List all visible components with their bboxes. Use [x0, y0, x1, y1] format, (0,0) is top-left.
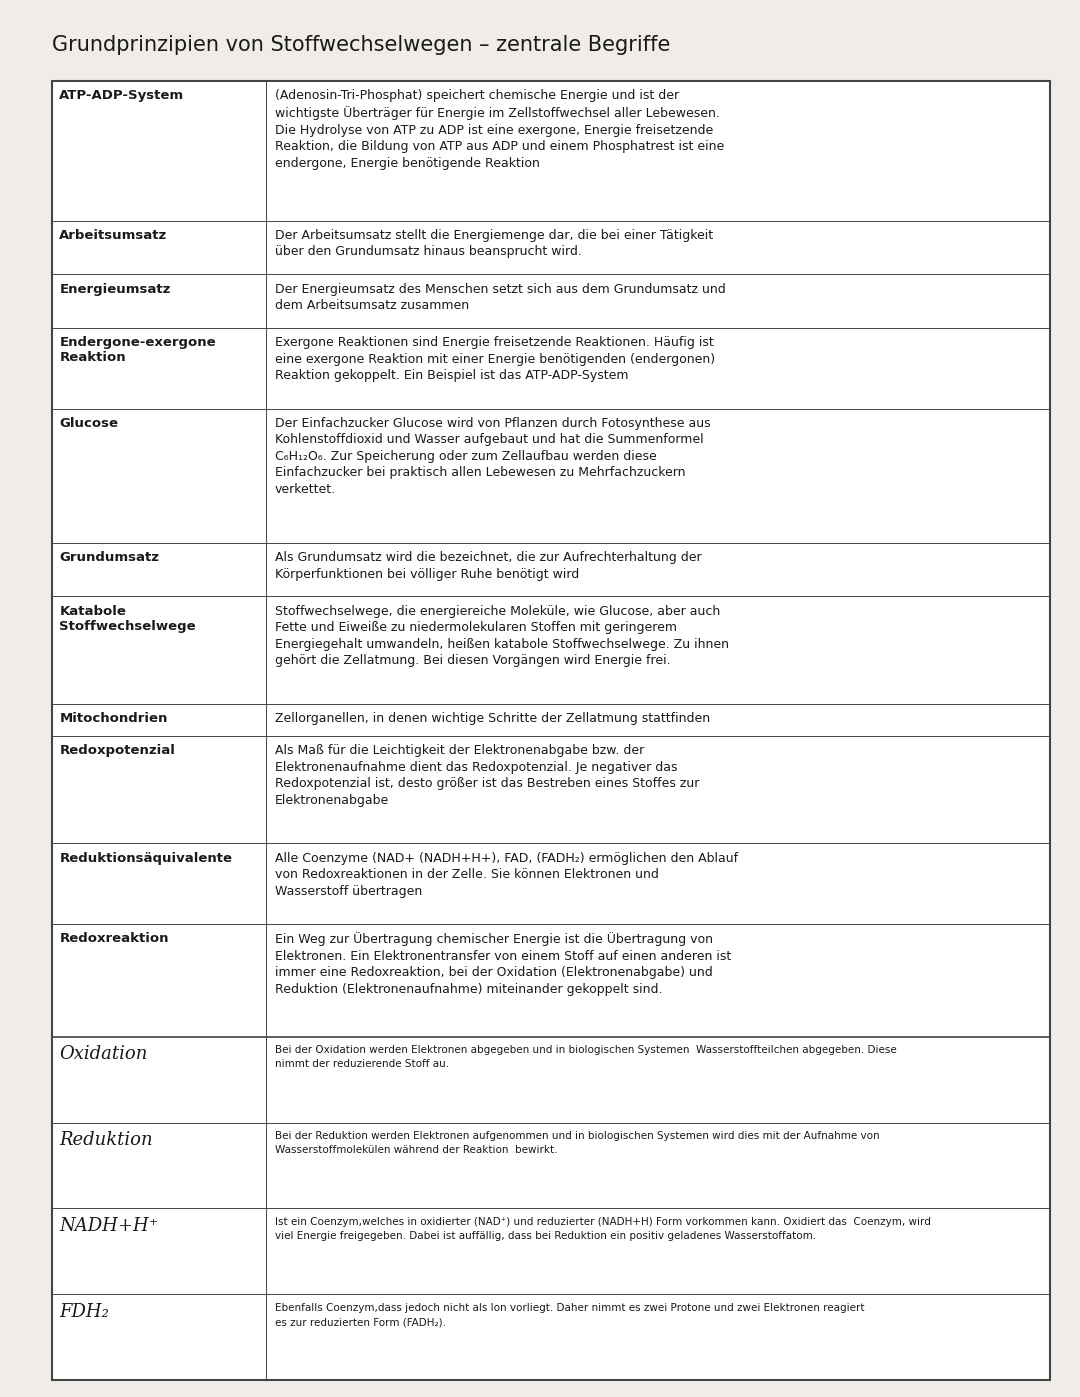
Text: Grundprinzipien von Stoffwechselwegen – zentrale Begriffe: Grundprinzipien von Stoffwechselwegen – … — [52, 35, 671, 54]
Text: Redoxpotenzial: Redoxpotenzial — [59, 745, 175, 757]
Text: Als Maß für die Leichtigkeit der Elektronenabgabe bzw. der
Elektronenaufnahme di: Als Maß für die Leichtigkeit der Elektro… — [275, 745, 700, 807]
Text: FDH₂: FDH₂ — [59, 1303, 109, 1320]
Text: Exergone Reaktionen sind Energie freisetzende Reaktionen. Häufig ist
eine exergo: Exergone Reaktionen sind Energie freiset… — [275, 337, 715, 383]
Text: Zellorganellen, in denen wichtige Schritte der Zellatmung stattfinden: Zellorganellen, in denen wichtige Schrit… — [275, 712, 711, 725]
Text: Bei der Reduktion werden Elektronen aufgenommen und in biologischen Systemen wir: Bei der Reduktion werden Elektronen aufg… — [275, 1132, 879, 1155]
Text: Glucose: Glucose — [59, 416, 119, 430]
Text: ATP-ADP-System: ATP-ADP-System — [59, 89, 185, 102]
Text: Katabole
Stoffwechselwege: Katabole Stoffwechselwege — [59, 605, 197, 633]
Text: Reduktion: Reduktion — [59, 1132, 153, 1148]
Text: NADH+H⁺: NADH+H⁺ — [59, 1217, 159, 1235]
Text: Bei der Oxidation werden Elektronen abgegeben und in biologischen Systemen  Wass: Bei der Oxidation werden Elektronen abge… — [275, 1045, 896, 1070]
Text: Stoffwechselwege, die energiereiche Moleküle, wie Glucose, aber auch
Fette und E: Stoffwechselwege, die energiereiche Mole… — [275, 605, 729, 668]
Text: Arbeitsumsatz: Arbeitsumsatz — [59, 229, 167, 242]
Text: Redoxreaktion: Redoxreaktion — [59, 932, 168, 946]
Text: Als Grundumsatz wird die bezeichnet, die zur Aufrechterhaltung der
Körperfunktio: Als Grundumsatz wird die bezeichnet, die… — [275, 550, 702, 581]
Text: Ist ein Coenzym,welches in oxidierter (NAD⁺) und reduzierter (NADH+H) Form vorko: Ist ein Coenzym,welches in oxidierter (N… — [275, 1217, 931, 1241]
Text: Reduktionsäquivalente: Reduktionsäquivalente — [59, 852, 232, 865]
Text: Mitochondrien: Mitochondrien — [59, 712, 167, 725]
Text: Der Energieumsatz des Menschen setzt sich aus dem Grundumsatz und
dem Arbeitsums: Der Energieumsatz des Menschen setzt sic… — [275, 282, 726, 312]
Text: Der Arbeitsumsatz stellt die Energiemenge dar, die bei einer Tätigkeit
über den : Der Arbeitsumsatz stellt die Energiemeng… — [275, 229, 713, 258]
Text: Grundumsatz: Grundumsatz — [59, 550, 160, 564]
Text: Ebenfalls Coenzym,dass jedoch nicht als Ion vorliegt. Daher nimmt es zwei Proton: Ebenfalls Coenzym,dass jedoch nicht als … — [275, 1303, 864, 1327]
Text: Oxidation: Oxidation — [59, 1045, 148, 1063]
Text: Alle Coenzyme (NAD+ (NADH+H+), FAD, (FADH₂) ermöglichen den Ablauf
von Redoxreak: Alle Coenzyme (NAD+ (NADH+H+), FAD, (FAD… — [275, 852, 738, 898]
Text: Energieumsatz: Energieumsatz — [59, 282, 171, 296]
Text: (Adenosin-Tri-Phosphat) speichert chemische Energie und ist der
wichtigste Übert: (Adenosin-Tri-Phosphat) speichert chemis… — [275, 89, 725, 169]
Text: Ein Weg zur Übertragung chemischer Energie ist die Übertragung von
Elektronen. E: Ein Weg zur Übertragung chemischer Energ… — [275, 932, 731, 996]
Text: Endergone-exergone
Reaktion: Endergone-exergone Reaktion — [59, 337, 216, 365]
Text: Der Einfachzucker Glucose wird von Pflanzen durch Fotosynthese aus
Kohlenstoffdi: Der Einfachzucker Glucose wird von Pflan… — [275, 416, 711, 496]
